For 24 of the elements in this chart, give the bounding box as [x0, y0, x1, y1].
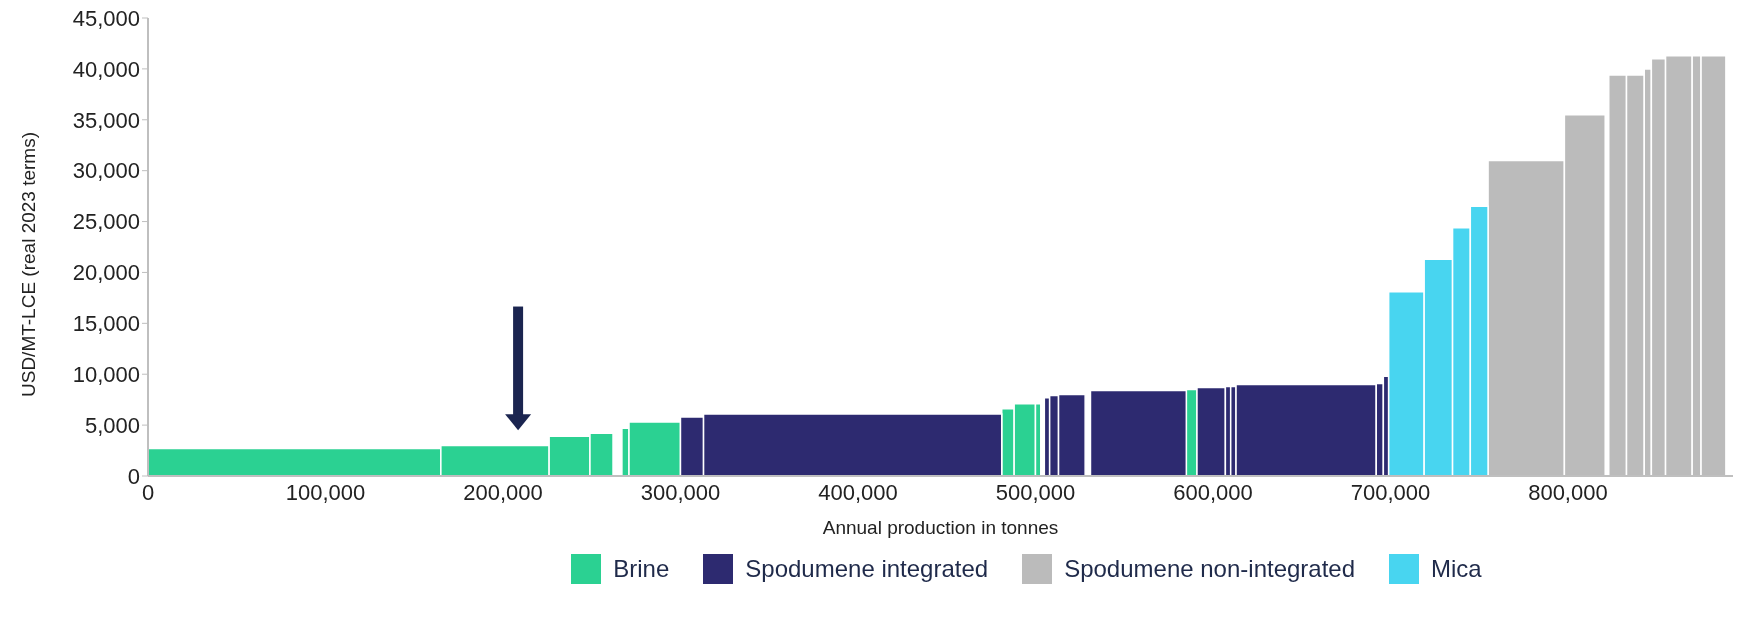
- legend-label: Mica: [1431, 555, 1482, 583]
- x-tick-label: 100,000: [285, 479, 366, 505]
- y-tick-label: 45,000: [72, 5, 140, 31]
- y-tick-label: 25,000: [72, 209, 140, 235]
- x-tick-label: 500,000: [995, 479, 1076, 505]
- y-tick-label: 5,000: [84, 412, 140, 438]
- y-tick-label: 15,000: [72, 311, 140, 337]
- y-tick-label: 30,000: [72, 158, 140, 184]
- x-tick-label: 700,000: [1350, 479, 1431, 505]
- x-tick-label: 200,000: [463, 479, 543, 505]
- x-tick-label: 400,000: [818, 479, 898, 505]
- y-tick-label: 10,000: [72, 362, 140, 388]
- x-axis-title: Annual production in tonnes: [822, 517, 1059, 538]
- y-tick-label: 0: [127, 463, 140, 489]
- legend-label: Spodumene integrated: [745, 555, 989, 583]
- legend-label: Spodumene non-integrated: [1064, 555, 1356, 583]
- x-tick-label: 300,000: [640, 479, 721, 505]
- y-tick-label: 20,000: [72, 260, 140, 286]
- y-axis-title: USD/MT-LCE (real 2023 terms): [17, 131, 39, 397]
- x-tick-label: 600,000: [1173, 479, 1253, 505]
- y-tick-label: 40,000: [72, 56, 140, 82]
- y-tick-label: 35,000: [72, 107, 140, 133]
- x-tick-label: 800,000: [1528, 479, 1608, 505]
- legend-label: Brine: [613, 555, 670, 583]
